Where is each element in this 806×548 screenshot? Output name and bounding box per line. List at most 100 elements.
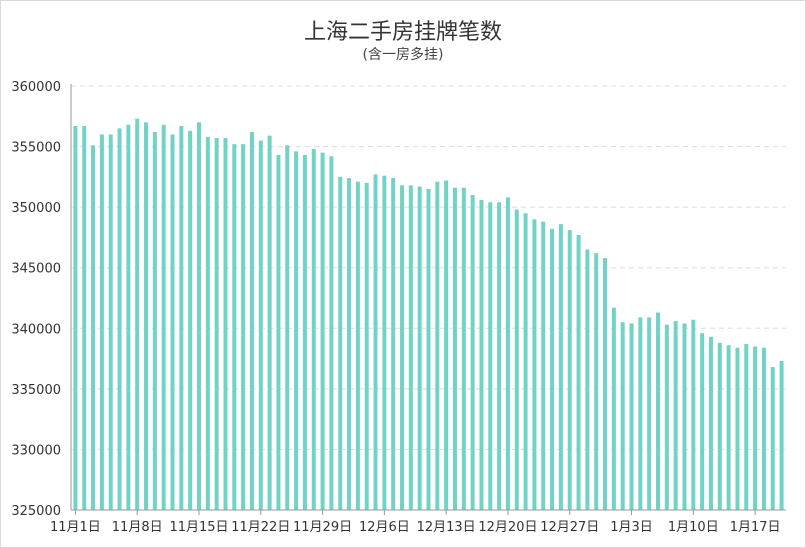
y-tick-label: 325000 bbox=[11, 504, 61, 519]
bar bbox=[744, 344, 749, 510]
bar bbox=[91, 145, 96, 511]
bar bbox=[497, 202, 502, 510]
bar bbox=[223, 138, 228, 510]
bar bbox=[523, 213, 528, 510]
bar bbox=[682, 323, 687, 510]
bar bbox=[241, 144, 246, 511]
bar bbox=[161, 124, 166, 510]
bar bbox=[294, 151, 299, 510]
bar bbox=[550, 228, 555, 510]
x-tick-label: 11月1日 bbox=[50, 520, 101, 535]
bar bbox=[558, 224, 563, 511]
bar bbox=[532, 219, 537, 510]
bar bbox=[726, 345, 731, 510]
bar bbox=[276, 155, 281, 510]
bar bbox=[170, 134, 175, 510]
bar bbox=[135, 118, 140, 511]
bar bbox=[82, 125, 87, 510]
bar bbox=[400, 185, 405, 510]
x-tick-label: 1月10日 bbox=[668, 520, 719, 535]
bar bbox=[514, 209, 519, 510]
bar bbox=[408, 185, 413, 510]
bar bbox=[99, 134, 104, 510]
x-tick-label: 11月29日 bbox=[293, 520, 352, 535]
axes bbox=[70, 84, 786, 511]
bar bbox=[347, 178, 352, 510]
chart-subtitle: (含一房多挂) bbox=[362, 47, 444, 63]
bar bbox=[232, 144, 237, 511]
bar bbox=[417, 186, 422, 510]
bar bbox=[205, 136, 210, 510]
bar bbox=[700, 333, 705, 510]
bar bbox=[594, 253, 599, 511]
bar bbox=[673, 321, 678, 510]
bar bbox=[735, 347, 740, 510]
bar bbox=[329, 156, 334, 510]
bar bbox=[770, 367, 775, 510]
bar bbox=[576, 235, 581, 510]
bar bbox=[126, 124, 131, 510]
bar bbox=[708, 336, 713, 510]
x-tick-label: 1月3日 bbox=[610, 520, 653, 535]
bar bbox=[73, 125, 78, 510]
x-tick-label: 1月17日 bbox=[730, 520, 781, 535]
x-tick-label: 11月15日 bbox=[169, 520, 228, 535]
bar bbox=[117, 128, 122, 510]
bar bbox=[302, 155, 307, 510]
bar bbox=[638, 317, 643, 510]
y-tick-label: 360000 bbox=[11, 80, 61, 95]
bar bbox=[656, 312, 660, 510]
bar bbox=[567, 230, 572, 510]
x-tick-label: 11月22日 bbox=[231, 520, 290, 535]
bar bbox=[152, 132, 157, 510]
bar bbox=[541, 221, 546, 510]
bar bbox=[364, 182, 369, 510]
bar bbox=[488, 202, 493, 510]
x-tick-label: 12月20日 bbox=[478, 520, 537, 535]
bar bbox=[620, 322, 625, 510]
bar bbox=[647, 317, 652, 510]
bar bbox=[338, 176, 343, 510]
bar bbox=[267, 135, 272, 510]
bar bbox=[320, 152, 325, 510]
bar bbox=[382, 175, 387, 510]
bar bbox=[188, 130, 193, 510]
bar bbox=[311, 148, 316, 510]
y-axis-tick-labels: 325000 330000 335000 340000 345000 350000 3550… bbox=[11, 80, 61, 519]
bar-series bbox=[73, 118, 784, 511]
bar bbox=[373, 174, 378, 511]
bar bbox=[505, 197, 510, 511]
bar bbox=[691, 319, 696, 510]
bar bbox=[249, 132, 254, 510]
y-tick-label: 355000 bbox=[11, 141, 61, 156]
y-tick-label: 335000 bbox=[11, 383, 61, 398]
x-tick-label: 11月8日 bbox=[112, 520, 163, 535]
bar bbox=[452, 187, 457, 510]
y-tick-label: 340000 bbox=[11, 322, 61, 337]
bar bbox=[435, 181, 440, 510]
bar bbox=[444, 180, 449, 510]
bar bbox=[753, 346, 758, 510]
x-tick-label: 12月13日 bbox=[417, 520, 476, 535]
y-tick-label: 345000 bbox=[11, 262, 61, 277]
bar bbox=[461, 187, 466, 510]
bar bbox=[585, 249, 590, 511]
bar bbox=[717, 342, 722, 510]
bar bbox=[779, 360, 784, 510]
bar bbox=[603, 258, 608, 510]
x-tick-label: 12月6日 bbox=[359, 520, 410, 535]
bar bbox=[144, 122, 149, 510]
bar bbox=[629, 323, 634, 510]
bar bbox=[470, 195, 475, 510]
chart-title: 上海二手房挂牌笔数 bbox=[303, 20, 502, 45]
bar bbox=[285, 145, 290, 511]
bar bbox=[214, 138, 219, 510]
y-tick-label: 330000 bbox=[11, 443, 61, 458]
bar bbox=[479, 199, 484, 511]
bar bbox=[197, 122, 201, 510]
bar bbox=[258, 140, 263, 510]
bar bbox=[355, 181, 360, 510]
x-tick-label: 12月27日 bbox=[540, 520, 599, 535]
x-axis-tick-labels: 11月1日 11月8日 11月15日 11月22日 11月29日 12月6日 12月13日 1… bbox=[50, 510, 781, 535]
